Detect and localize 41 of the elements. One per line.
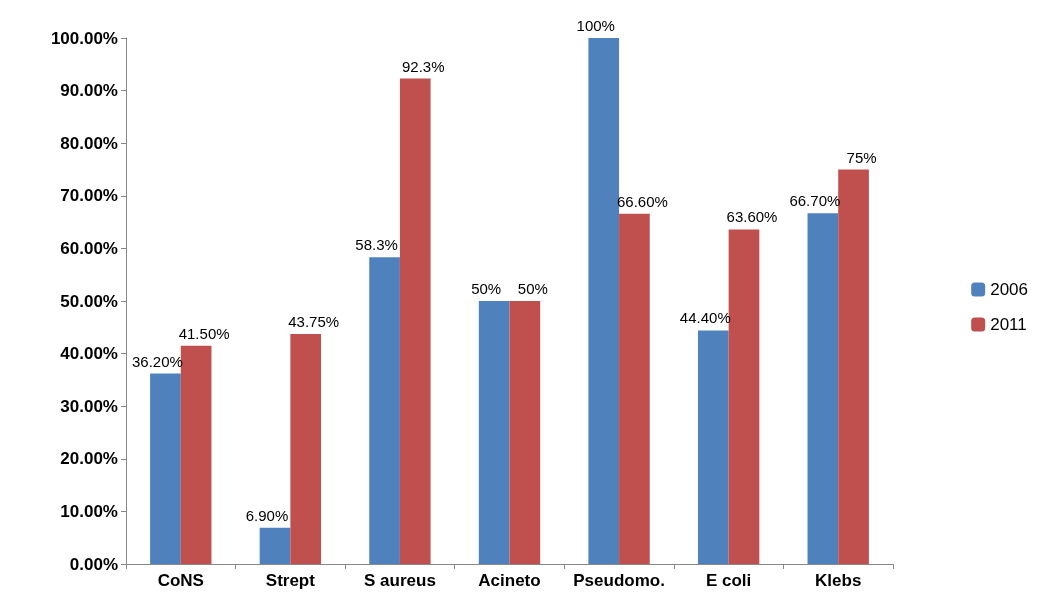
- bar: [807, 213, 839, 564]
- data-label: 92.3%: [402, 57, 445, 75]
- x-tick-label: E coli: [705, 571, 752, 590]
- data-label: 63.60%: [726, 208, 778, 226]
- data-label: 43.75%: [288, 312, 340, 330]
- y-tick-label: 100.00%: [50, 28, 118, 48]
- x-tick-label: Strept: [265, 571, 316, 590]
- y-tick-label: 10.00%: [60, 501, 118, 521]
- bar: [478, 301, 510, 564]
- x-tick-label: Klebs: [815, 571, 862, 590]
- data-label: 50%: [471, 280, 502, 297]
- x-tick-label: CoNS: [157, 571, 204, 590]
- y-tick-label: 30.00%: [60, 396, 118, 416]
- y-tick-label: 0.00%: [69, 554, 118, 574]
- bar: [290, 333, 322, 564]
- x-tick-label: S aureus: [364, 571, 436, 590]
- data-label: 41.50%: [178, 324, 230, 342]
- y-tick-label: 70.00%: [60, 186, 118, 206]
- bar: [150, 373, 181, 564]
- y-tick-label: 60.00%: [60, 238, 118, 258]
- legend-label: 2006: [990, 280, 1029, 299]
- bar: [838, 169, 869, 564]
- data-label: 6.90%: [245, 506, 289, 524]
- y-tick-label: 80.00%: [60, 133, 118, 153]
- y-tick-label: 90.00%: [60, 81, 118, 101]
- bar: [259, 527, 291, 564]
- bar: [509, 301, 541, 564]
- bar: [619, 213, 650, 564]
- bar: [697, 330, 729, 564]
- x-tick-label: Acineto: [478, 571, 541, 590]
- data-label: 50%: [517, 280, 548, 297]
- data-label: 75%: [846, 148, 877, 166]
- data-label: 100%: [576, 17, 615, 34]
- y-tick-label: 40.00%: [60, 344, 118, 364]
- bar: [369, 257, 400, 564]
- data-label: 58.3%: [355, 236, 398, 254]
- bar: [399, 78, 431, 564]
- legend-label: 2011: [990, 315, 1027, 334]
- y-tick-label: 20.00%: [60, 449, 118, 469]
- y-tick-label: 50.00%: [60, 291, 118, 311]
- x-tick-label: Pseudomo.: [573, 571, 665, 590]
